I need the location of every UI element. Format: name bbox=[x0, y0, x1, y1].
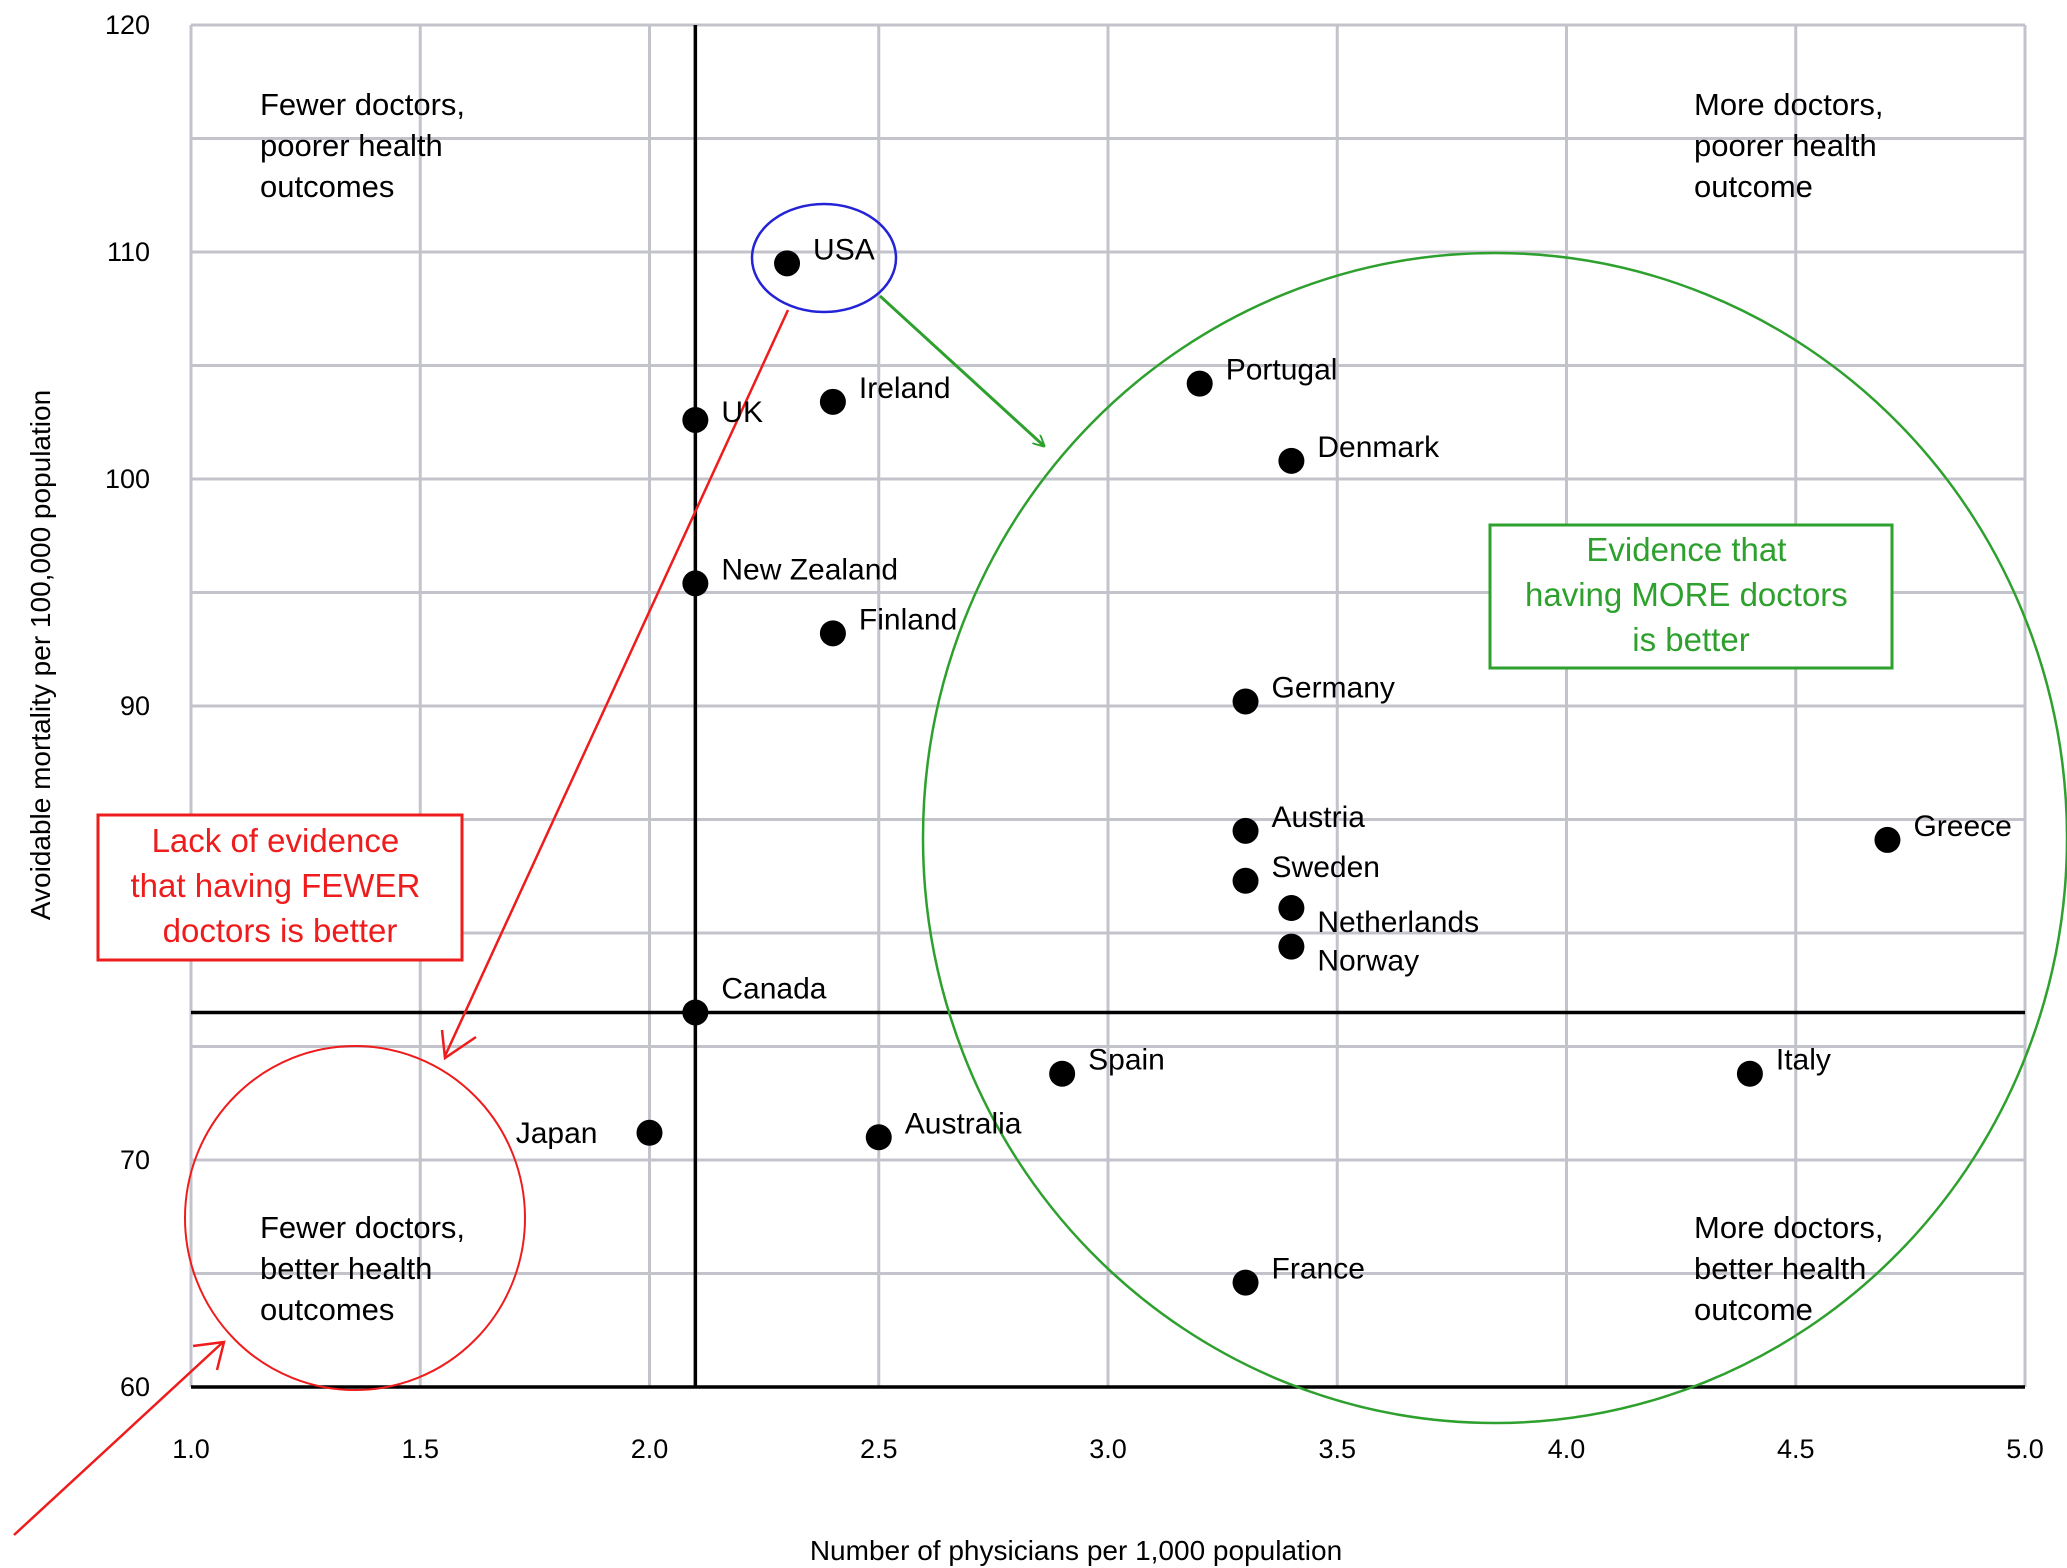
red-arrow-shaft bbox=[443, 309, 790, 1057]
point-label: USA bbox=[813, 233, 875, 266]
point-label: Italy bbox=[1776, 1044, 1831, 1077]
data-point bbox=[1186, 370, 1213, 397]
data-point bbox=[819, 388, 846, 415]
point-label: Finland bbox=[859, 603, 957, 636]
point-label: UK bbox=[721, 396, 763, 429]
data-point bbox=[819, 620, 846, 647]
x-axis-title: Number of physicians per 1,000 populatio… bbox=[810, 1535, 1342, 1566]
x-tick-label: 1.0 bbox=[172, 1434, 210, 1464]
data-point bbox=[1278, 447, 1305, 474]
data-point bbox=[774, 250, 801, 277]
tick-labels: 1.0 1.5 2.0 2.5 3.0 3.5 4.0 4.5 5.0 60 70 90 100 110 1… bbox=[105, 10, 2044, 1464]
data-point bbox=[682, 570, 709, 597]
x-tick-label: 5.0 bbox=[2006, 1434, 2044, 1464]
red-corner-arrow-shaft bbox=[13, 1342, 223, 1536]
y-tick-label: 120 bbox=[105, 10, 150, 40]
data-point bbox=[1874, 826, 1901, 853]
point-label: New Zealand bbox=[721, 553, 898, 586]
data-point bbox=[1049, 1060, 1076, 1087]
data-point bbox=[1232, 817, 1259, 844]
data-points: USA UK Ireland New Zealand Finland Portugal De… bbox=[516, 233, 2012, 1296]
data-point bbox=[636, 1119, 663, 1146]
x-tick-label: 3.0 bbox=[1089, 1434, 1127, 1464]
green-arrow bbox=[878, 294, 1044, 446]
point-label: Spain bbox=[1088, 1044, 1165, 1077]
point-label: Australia bbox=[905, 1107, 1022, 1140]
point-label: Netherlands bbox=[1317, 906, 1479, 939]
data-point bbox=[1736, 1060, 1763, 1087]
quadrant-label-bottom-left: Fewer doctors, better health outcomes bbox=[260, 1210, 474, 1327]
x-tick-label: 3.5 bbox=[1318, 1434, 1356, 1464]
point-label: Norway bbox=[1317, 945, 1419, 978]
x-tick-label: 2.5 bbox=[860, 1434, 898, 1464]
y-axis-title: Avoidable mortality per 100,000 populati… bbox=[25, 390, 56, 920]
data-point bbox=[1278, 895, 1305, 922]
y-tick-label: 90 bbox=[120, 691, 150, 721]
red-arrow-head bbox=[440, 1029, 477, 1061]
data-point bbox=[682, 999, 709, 1026]
point-label: Germany bbox=[1272, 671, 1395, 704]
point-label: Ireland bbox=[859, 372, 951, 405]
quadrant-label-bottom-right: More doctors, better health outcome bbox=[1694, 1210, 1892, 1327]
point-label: Canada bbox=[721, 972, 826, 1005]
data-point bbox=[1232, 688, 1259, 715]
red-callout-text: Lack of evidence that having FEWER docto… bbox=[131, 822, 430, 949]
point-label: Austria bbox=[1272, 801, 1366, 834]
red-corner-arrow-head bbox=[192, 1340, 226, 1371]
usa-highlight-circle bbox=[750, 202, 898, 314]
data-point bbox=[1232, 867, 1259, 894]
data-point bbox=[865, 1124, 892, 1151]
quadrant-label-top-right: More doctors, poorer health outcome bbox=[1694, 87, 1892, 204]
y-tick-label: 110 bbox=[107, 237, 150, 267]
x-tick-label: 1.5 bbox=[401, 1434, 439, 1464]
quadrant-label-top-left: Fewer doctors, poorer health outcomes bbox=[260, 87, 474, 204]
data-point bbox=[1278, 933, 1305, 960]
x-tick-label: 4.0 bbox=[1548, 1434, 1586, 1464]
point-label: Greece bbox=[1913, 810, 2011, 843]
point-label: France bbox=[1272, 1253, 1365, 1286]
data-point bbox=[682, 406, 709, 433]
evidence-more-doctors-circle bbox=[921, 251, 2067, 1425]
red-callout-box bbox=[96, 813, 464, 962]
point-label: Portugal bbox=[1226, 354, 1338, 387]
point-label: Denmark bbox=[1317, 431, 1440, 464]
data-point bbox=[1232, 1269, 1259, 1296]
point-label: Japan bbox=[516, 1117, 598, 1150]
point-label: Sweden bbox=[1272, 851, 1380, 884]
x-tick-label: 2.0 bbox=[631, 1434, 669, 1464]
y-tick-label: 70 bbox=[120, 1145, 150, 1175]
fewer-doctors-better-circle bbox=[184, 1045, 526, 1391]
green-callout-text: Evidence that having MORE doctors is bet… bbox=[1525, 531, 1857, 658]
y-tick-label: 60 bbox=[120, 1372, 150, 1402]
y-tick-label: 100 bbox=[105, 464, 150, 494]
x-tick-label: 4.5 bbox=[1777, 1434, 1815, 1464]
green-callout-box bbox=[1488, 523, 1894, 670]
